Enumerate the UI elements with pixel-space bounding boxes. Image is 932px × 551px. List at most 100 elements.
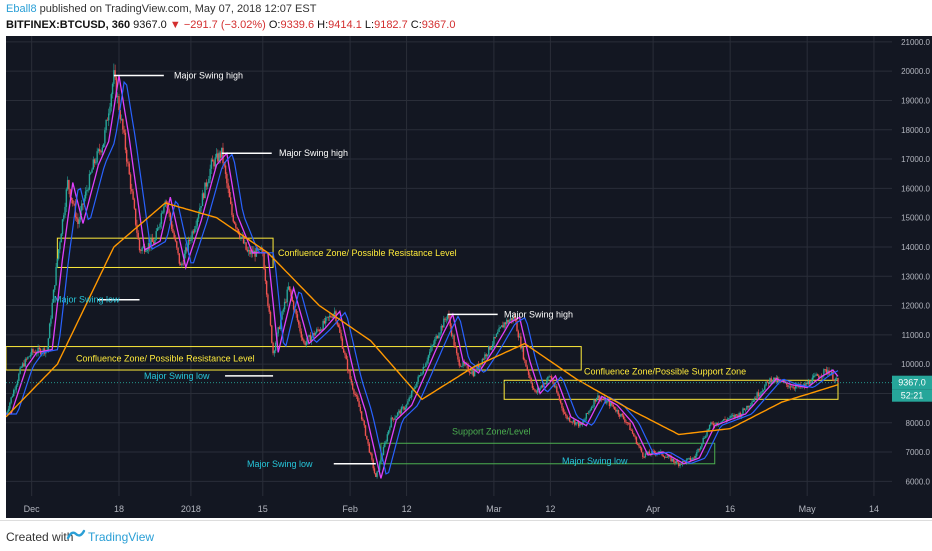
swing-label: Major Swing low: [144, 371, 210, 381]
candle-body: [319, 329, 322, 332]
candle-body: [497, 332, 499, 334]
candle-body: [446, 314, 449, 320]
candle-body: [386, 434, 389, 442]
candle-body: [697, 448, 699, 453]
candle-body: [762, 389, 765, 392]
y-tick-label: 6000.0: [906, 477, 931, 486]
candle-body: [472, 371, 475, 377]
tradingview-brand-link[interactable]: TradingView: [88, 530, 155, 544]
candle-body: [521, 347, 523, 349]
candle-body: [729, 416, 731, 419]
candle-body: [481, 359, 484, 365]
candle-body: [633, 433, 635, 437]
candle-body: [812, 375, 815, 378]
candle-body: [710, 422, 712, 425]
candle-body: [747, 405, 749, 408]
candle-body: [325, 317, 327, 324]
candle-body: [533, 387, 535, 390]
ma-mid-line: [6, 80, 839, 475]
candle-body: [715, 422, 717, 426]
candle-body: [339, 327, 341, 333]
candle-body: [640, 448, 643, 453]
candle-body: [683, 460, 685, 462]
candle-body: [665, 457, 667, 458]
price-axis[interactable]: 6000.07000.08000.09000.010000.011000.012…: [892, 36, 932, 518]
candle-body: [436, 335, 439, 339]
x-tick-label: 14: [869, 504, 879, 514]
candle-body: [787, 384, 789, 387]
candle-body: [760, 392, 762, 395]
candle-body: [6, 411, 8, 415]
candle-body: [452, 335, 454, 337]
candle-body: [145, 251, 147, 252]
candle-body: [304, 342, 306, 345]
candle-body: [331, 317, 333, 318]
candle-body: [400, 407, 403, 414]
candle-body: [217, 153, 219, 162]
candle-body: [571, 421, 573, 423]
close-value: 9367.0: [421, 19, 456, 31]
price-chart[interactable]: Major Swing high Major Swing high Major Sw…: [5, 36, 892, 518]
header: Eball8 published on TradingView.com, May…: [0, 0, 932, 36]
candle-body: [323, 320, 326, 324]
candle-body: [196, 218, 199, 226]
candle-body: [179, 263, 182, 266]
candle-body: [516, 321, 518, 332]
candle-body: [594, 399, 597, 402]
open-label: O:: [268, 19, 281, 31]
candle-body: [470, 372, 472, 374]
candle-body: [667, 455, 670, 458]
candle-body: [358, 401, 360, 407]
candle-body: [489, 346, 491, 350]
candle-body: [296, 314, 299, 321]
candle-body: [432, 343, 435, 346]
candle-body: [807, 381, 810, 385]
candle-body: [20, 366, 23, 368]
candle-body: [33, 352, 35, 354]
candle-body: [337, 324, 340, 328]
candle-body: [552, 379, 554, 384]
candle-body: [141, 247, 143, 252]
last-price-badge: [892, 375, 932, 390]
candle-body: [160, 213, 163, 224]
candle-body: [382, 447, 385, 456]
candle-body: [482, 359, 485, 360]
candle-body: [345, 354, 347, 360]
candle-body: [598, 395, 600, 401]
candle-body: [242, 236, 245, 244]
candle-body: [369, 452, 372, 454]
chart-panel[interactable]: Major Swing high Major Swing high Major Sw…: [5, 36, 892, 518]
candle-body: [732, 415, 734, 416]
candle-body: [645, 453, 648, 455]
candle-body: [416, 381, 418, 388]
candle-body: [592, 406, 594, 408]
candle-body: [423, 366, 426, 368]
candle-body: [108, 113, 110, 121]
swing-label: Major Swing low: [247, 459, 313, 469]
candle-body: [580, 422, 582, 425]
candle-body: [111, 83, 114, 95]
candle-body: [384, 442, 386, 448]
candle-body: [556, 386, 558, 393]
candle-body: [734, 414, 736, 418]
candle-body: [161, 212, 164, 214]
candle-body: [486, 354, 489, 357]
candle-body: [675, 460, 677, 463]
candle-body: [124, 132, 127, 150]
candle-body: [168, 209, 170, 213]
candle-body: [359, 406, 362, 412]
x-tick-label: 15: [258, 504, 268, 514]
candle-body: [818, 375, 820, 378]
candle-body: [751, 402, 753, 406]
low-label: L:: [364, 19, 375, 31]
candle-body: [65, 189, 68, 207]
candle-body: [321, 329, 323, 331]
candle-body: [454, 345, 457, 348]
x-tick-label: Mar: [486, 504, 502, 514]
candle-body: [670, 456, 672, 462]
candle-body: [214, 157, 216, 167]
author-link[interactable]: Eball8: [6, 3, 37, 15]
candle-body: [233, 221, 236, 224]
candle-body: [18, 373, 20, 381]
candle-body: [73, 203, 75, 205]
